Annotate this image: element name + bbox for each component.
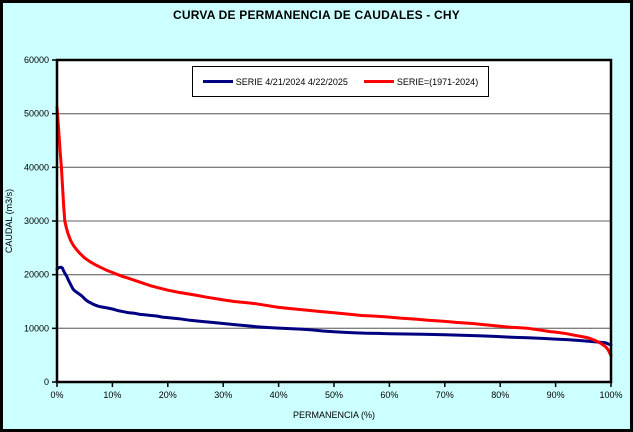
svg-text:50000: 50000 [24,109,49,119]
legend-label-serie-1971-2024: SERIE=(1971-2024) [396,76,479,87]
svg-text:60%: 60% [380,390,398,400]
chart-title: CURVA DE PERMANENCIA DE CAUDALES - CHY [173,8,460,22]
y-axis-title: CAUDAL (m3/s) [4,188,14,254]
svg-text:30%: 30% [214,390,232,400]
svg-text:20%: 20% [159,390,177,400]
svg-text:70%: 70% [436,390,454,400]
svg-text:20000: 20000 [24,270,49,280]
x-axis-title: PERMANENCIA (%) [292,410,375,420]
legend-line-icon-red [363,80,394,83]
legend-line-icon-blue [202,80,233,83]
svg-text:60000: 60000 [24,55,49,65]
svg-text:40000: 40000 [24,162,49,172]
svg-text:90%: 90% [547,390,565,400]
svg-text:80%: 80% [491,390,509,400]
svg-text:10%: 10% [103,390,121,400]
svg-text:30000: 30000 [24,216,49,226]
legend-item-serie-2024-2025: SERIE 4/21/2024 4/22/2025 [202,76,348,87]
legend-label-serie-2024-2025: SERIE 4/21/2024 4/22/2025 [235,76,348,87]
svg-text:100%: 100% [599,390,622,400]
svg-text:0%: 0% [50,390,63,400]
svg-text:50%: 50% [325,390,343,400]
legend: SERIE 4/21/2024 4/22/2025 SERIE=(1971-20… [192,66,489,97]
svg-text:40%: 40% [270,390,288,400]
svg-text:0: 0 [44,377,49,387]
svg-text:10000: 10000 [24,323,49,333]
legend-item-serie-1971-2024: SERIE=(1971-2024) [363,76,479,87]
